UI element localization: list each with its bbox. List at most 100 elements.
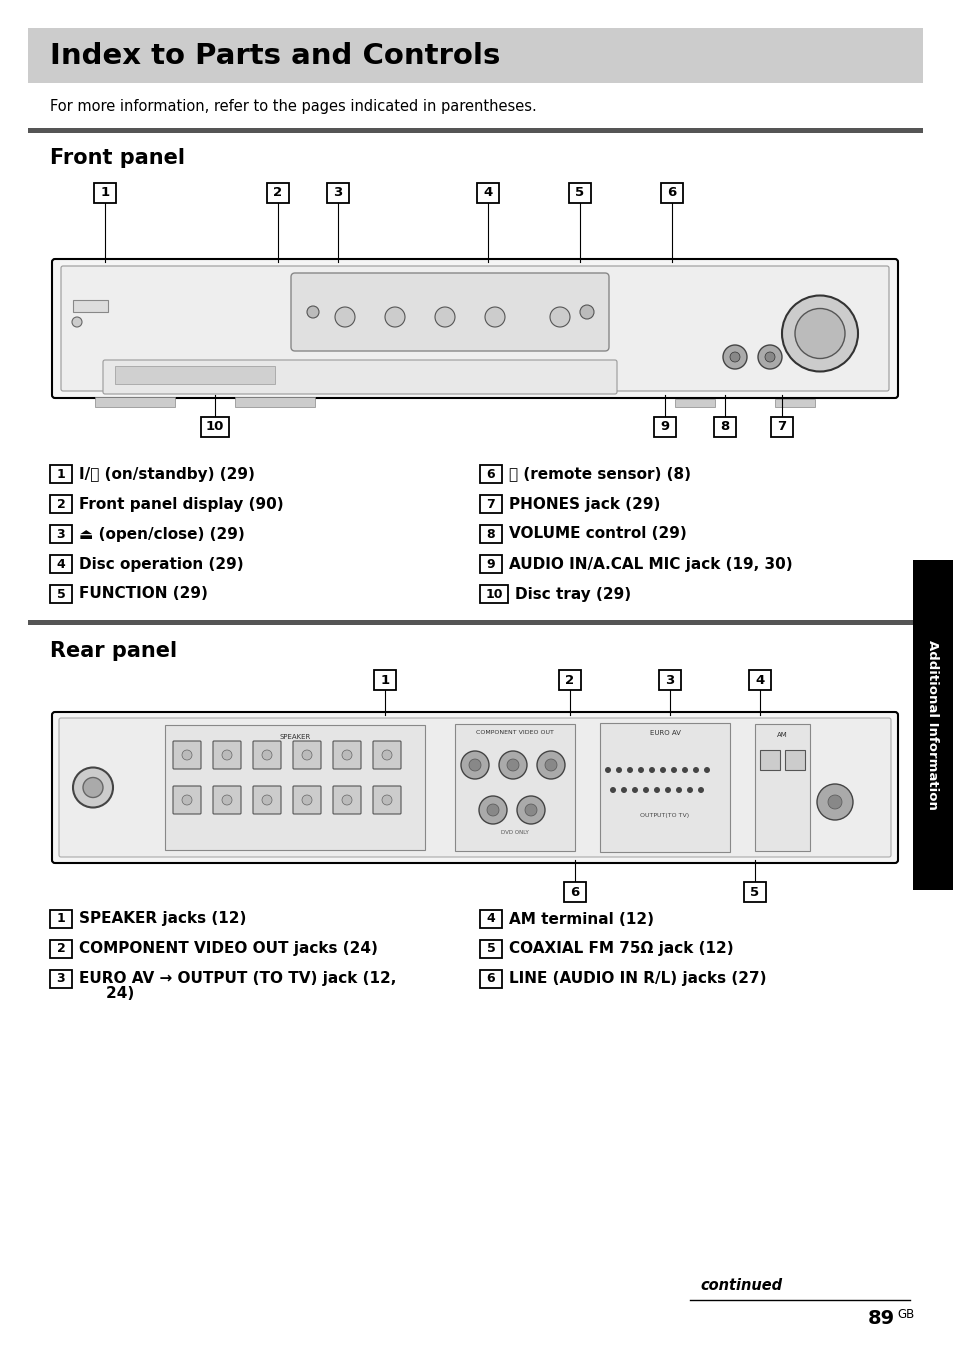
Text: VOLUME control (29): VOLUME control (29) <box>509 526 686 542</box>
Bar <box>234 397 314 407</box>
Bar <box>50 910 71 927</box>
FancyBboxPatch shape <box>293 786 320 814</box>
Circle shape <box>222 750 232 760</box>
Bar <box>558 671 580 690</box>
Text: COMPONENT VIDEO OUT jacks (24): COMPONENT VIDEO OUT jacks (24) <box>79 941 377 956</box>
Bar <box>28 621 923 625</box>
Text: 2: 2 <box>56 942 66 956</box>
Bar <box>50 525 71 544</box>
Text: 2: 2 <box>565 673 574 687</box>
Text: COAXIAL FM 75Ω jack (12): COAXIAL FM 75Ω jack (12) <box>509 941 733 956</box>
Text: 6: 6 <box>570 886 579 899</box>
Circle shape <box>71 316 82 327</box>
Circle shape <box>484 307 504 327</box>
Text: Rear panel: Rear panel <box>50 641 177 661</box>
Text: Front panel: Front panel <box>50 147 185 168</box>
Bar <box>659 671 680 690</box>
Text: Index to Parts and Controls: Index to Parts and Controls <box>50 42 500 70</box>
Text: 5: 5 <box>486 942 495 956</box>
Circle shape <box>638 767 643 773</box>
Bar <box>479 495 501 512</box>
Text: ⏏ (open/close) (29): ⏏ (open/close) (29) <box>79 526 245 542</box>
Bar <box>50 940 71 959</box>
Text: AM terminal (12): AM terminal (12) <box>509 911 654 926</box>
Circle shape <box>302 795 312 804</box>
FancyBboxPatch shape <box>52 713 897 863</box>
Text: OUTPUT(TO TV): OUTPUT(TO TV) <box>639 813 689 818</box>
FancyBboxPatch shape <box>61 266 888 391</box>
Bar <box>748 671 770 690</box>
FancyBboxPatch shape <box>52 260 897 397</box>
Text: Disc operation (29): Disc operation (29) <box>79 557 243 572</box>
Text: 6: 6 <box>667 187 676 200</box>
Circle shape <box>654 787 659 794</box>
Circle shape <box>604 767 610 773</box>
Circle shape <box>486 804 498 817</box>
Text: FUNCTION (29): FUNCTION (29) <box>79 587 208 602</box>
Bar <box>784 750 804 771</box>
Text: 6: 6 <box>486 972 495 986</box>
FancyBboxPatch shape <box>333 786 360 814</box>
FancyBboxPatch shape <box>103 360 617 393</box>
Text: 2: 2 <box>56 498 66 511</box>
Bar <box>599 723 729 852</box>
Circle shape <box>524 804 537 817</box>
Text: COMPONENT VIDEO OUT: COMPONENT VIDEO OUT <box>476 730 554 735</box>
Circle shape <box>648 767 655 773</box>
Text: 3: 3 <box>664 673 674 687</box>
Bar <box>479 940 501 959</box>
Bar <box>201 416 229 437</box>
Circle shape <box>722 345 746 369</box>
Text: 4: 4 <box>56 557 66 571</box>
Text: 4: 4 <box>486 913 495 926</box>
Text: 1: 1 <box>100 187 110 200</box>
Circle shape <box>262 795 272 804</box>
Text: Additional Information: Additional Information <box>925 639 939 810</box>
Circle shape <box>182 795 192 804</box>
Text: 9: 9 <box>486 557 495 571</box>
Bar <box>479 585 507 603</box>
Bar <box>95 397 174 407</box>
Text: 24): 24) <box>85 987 134 1002</box>
Bar <box>28 128 923 132</box>
Text: 7: 7 <box>486 498 495 511</box>
Text: 5: 5 <box>575 187 584 200</box>
Bar <box>455 725 575 850</box>
Bar <box>50 585 71 603</box>
Bar <box>754 725 809 850</box>
Circle shape <box>517 796 544 823</box>
Circle shape <box>620 787 626 794</box>
Circle shape <box>385 307 405 327</box>
Circle shape <box>73 768 112 807</box>
Circle shape <box>381 750 392 760</box>
Bar <box>654 416 676 437</box>
Bar <box>760 750 780 771</box>
Circle shape <box>478 796 506 823</box>
Text: 10: 10 <box>206 420 224 434</box>
Bar <box>479 910 501 927</box>
Bar <box>479 969 501 988</box>
Circle shape <box>692 767 699 773</box>
Circle shape <box>469 758 480 771</box>
Circle shape <box>676 787 681 794</box>
Bar <box>28 28 923 82</box>
Text: 3: 3 <box>333 187 342 200</box>
Bar <box>743 882 765 902</box>
FancyBboxPatch shape <box>172 741 201 769</box>
Text: SPEAKER: SPEAKER <box>279 734 311 740</box>
Text: Front panel display (90): Front panel display (90) <box>79 496 283 511</box>
Bar <box>479 525 501 544</box>
FancyBboxPatch shape <box>373 741 400 769</box>
Text: Ｒ (remote sensor) (8): Ｒ (remote sensor) (8) <box>509 466 690 481</box>
FancyBboxPatch shape <box>172 786 201 814</box>
Text: AM: AM <box>777 731 787 738</box>
FancyBboxPatch shape <box>373 786 400 814</box>
Circle shape <box>816 784 852 821</box>
Circle shape <box>537 750 564 779</box>
Text: GB: GB <box>896 1309 913 1321</box>
Circle shape <box>544 758 557 771</box>
Circle shape <box>626 767 633 773</box>
Bar <box>165 725 424 850</box>
Circle shape <box>616 767 621 773</box>
FancyBboxPatch shape <box>59 718 890 857</box>
